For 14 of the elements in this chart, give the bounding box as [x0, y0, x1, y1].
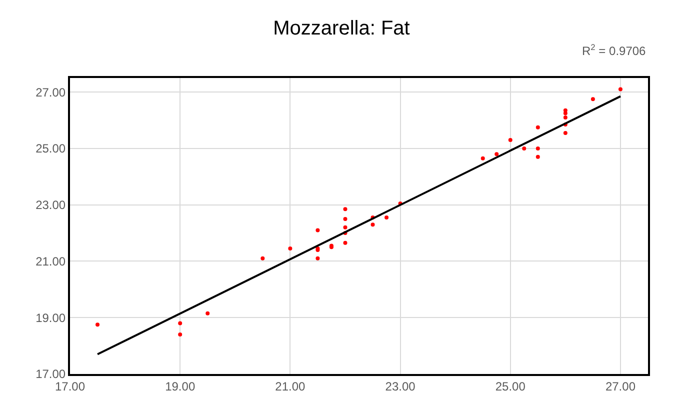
x-tick-label: 23.00 [385, 379, 416, 394]
text: R$^{2}$ = 0.9706 [582, 42, 646, 58]
x-tick-label: 21.00 [275, 379, 306, 394]
y-tick-label: 25.00 [36, 142, 66, 156]
y-tick-label: 17.00 [36, 367, 66, 382]
y-tick-label: 23.00 [36, 198, 66, 212]
chart-title: Mozzarella: Fat [273, 18, 410, 40]
y-tick-label: 19.00 [36, 310, 66, 325]
x-tick-label: 19.00 [165, 379, 196, 394]
x-tick-label: 17.00 [54, 379, 86, 394]
x-tick-label: 27.00 [605, 379, 636, 394]
y-tick-label: 21.00 [36, 254, 66, 268]
y-tick-label: 27.00 [36, 85, 66, 100]
x-tick-label: 25.00 [495, 379, 526, 394]
